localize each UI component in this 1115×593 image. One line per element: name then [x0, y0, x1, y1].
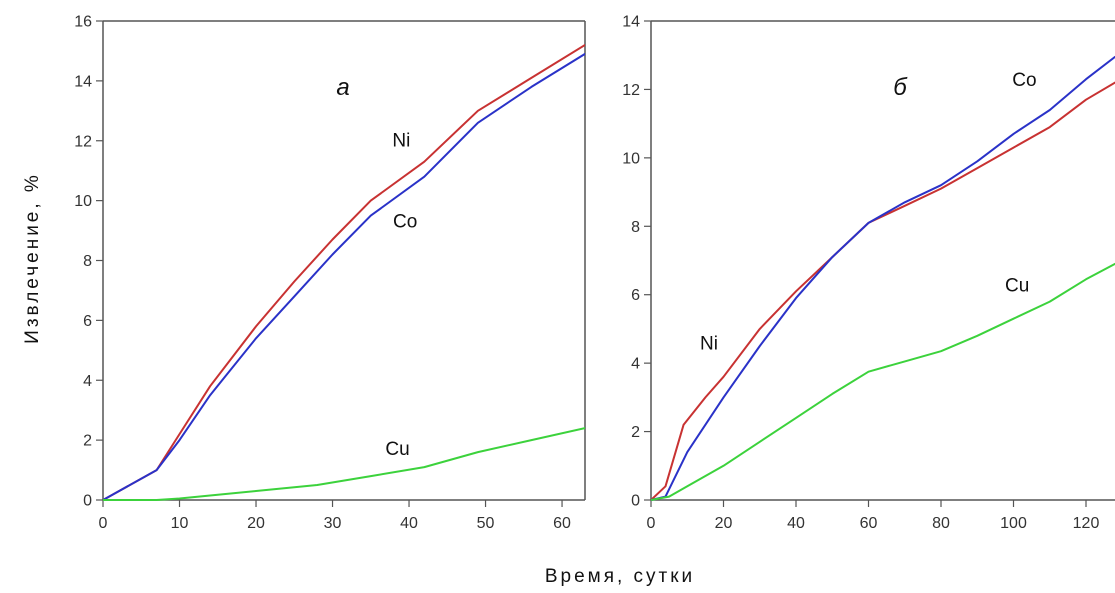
x-tick-label: 40	[400, 515, 418, 532]
series-line-cu	[103, 427, 585, 501]
y-tick-label: 6	[83, 313, 92, 330]
x-tick-label: 60	[860, 515, 878, 532]
x-tick-label: 0	[99, 515, 108, 532]
y-tick-label: 4	[631, 356, 640, 373]
panel-a: 0 2 4 6 8 10 12 14 16 0 10 20 30 40 50 60 Ni Co Cu а	[74, 14, 586, 532]
series-group	[103, 44, 585, 501]
x-tick-label: 50	[477, 515, 495, 532]
x-tick-label: 10	[171, 515, 189, 532]
y-tick-label: 14	[622, 14, 640, 31]
x-tick-label: 20	[715, 515, 733, 532]
y-tick-label: 16	[74, 14, 92, 31]
x-tick-label: 30	[324, 515, 342, 532]
panel-label: а	[336, 74, 349, 101]
y-tick-label: 0	[83, 493, 92, 510]
series-group	[651, 55, 1115, 501]
series-line-ni	[651, 81, 1115, 501]
series-line-cu	[651, 262, 1115, 501]
y-tick-label: 8	[631, 219, 640, 236]
series-label-co: Co	[1012, 70, 1036, 91]
series-line-ni	[103, 44, 585, 501]
panel-b: 0 2 4 6 8 10 12 14 0 20 40 60 80 100 120 Co Cu Ni б	[622, 14, 1115, 532]
y-tick-label: 10	[74, 193, 92, 210]
series-label-ni: Ni	[392, 131, 410, 152]
y-tick-label: 4	[83, 373, 92, 390]
x-tick-label: 0	[647, 515, 656, 532]
series-line-co	[103, 52, 585, 501]
series-label-cu: Cu	[1005, 275, 1029, 296]
panel-label: б	[893, 74, 908, 101]
x-tick-label: 80	[932, 515, 950, 532]
y-axis-title: Извлечение, %	[22, 172, 43, 344]
x-axis-title: Время, сутки	[545, 566, 695, 587]
series-label-ni: Ni	[700, 333, 718, 354]
y-tick-label: 14	[74, 73, 92, 90]
series-line-co	[651, 55, 1115, 501]
x-tick-label: 100	[1000, 515, 1027, 532]
y-tick-label: 8	[83, 253, 92, 270]
series-label-cu: Cu	[385, 439, 409, 460]
x-tick-label: 20	[247, 515, 265, 532]
series-label-co: Co	[393, 212, 417, 233]
x-tick-label: 40	[787, 515, 805, 532]
y-tick-label: 2	[83, 433, 92, 450]
x-tick-label: 120	[1073, 515, 1100, 532]
y-tick-label: 12	[74, 133, 92, 150]
y-tick-label: 10	[622, 150, 640, 167]
y-tick-label: 6	[631, 287, 640, 304]
y-tick-label: 2	[631, 424, 640, 441]
y-tick-label: 12	[622, 82, 640, 99]
y-tick-label: 0	[631, 493, 640, 510]
x-tick-label: 60	[553, 515, 571, 532]
